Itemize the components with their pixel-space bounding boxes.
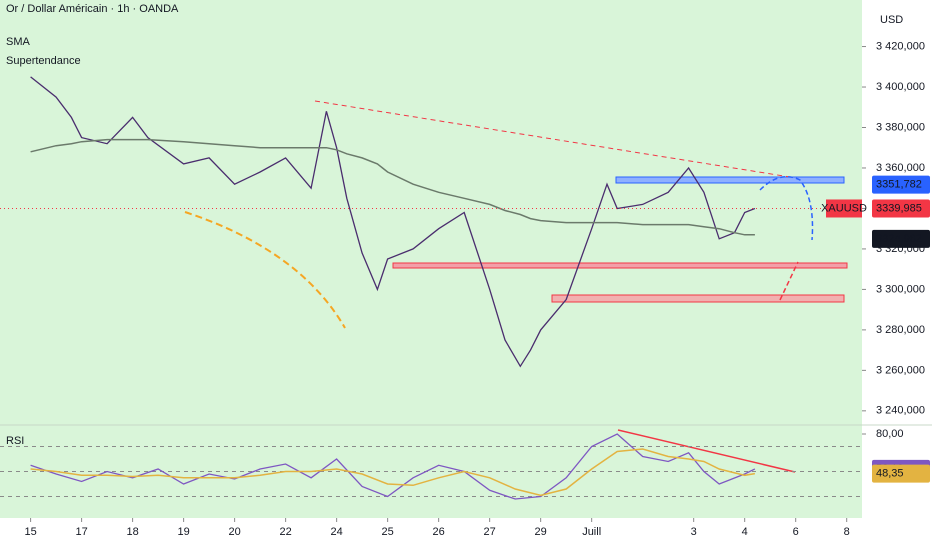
price-tag (872, 175, 930, 194)
axis-background (862, 0, 932, 550)
x-tick-label: 18 (126, 526, 138, 538)
pane-title: RSI (6, 435, 24, 447)
y-tick-label: 3 280,000 (876, 324, 925, 336)
symbol-tag (826, 199, 862, 218)
indicator-label: Supertendance (6, 55, 81, 67)
x-tick-label: 17 (75, 526, 87, 538)
x-tick-label: 3 (691, 526, 697, 538)
price-tag (872, 199, 930, 218)
arrow (184, 211, 346, 329)
x-tick-label: 20 (229, 526, 241, 538)
y-tick-label: 3 400,000 (876, 81, 925, 93)
price-tag (872, 229, 930, 248)
y-tick-label: 3 260,000 (876, 364, 925, 376)
axis-background (0, 518, 862, 550)
series-line (30, 433, 756, 500)
price-label: 3324,962 (876, 233, 922, 245)
x-tick-label: 27 (484, 526, 496, 538)
trend-line (314, 100, 791, 178)
x-tick-label: Juill (582, 526, 601, 538)
x-tick-label: 15 (24, 526, 36, 538)
support-zone (392, 262, 848, 269)
series-line (30, 448, 756, 497)
x-tick-label: 26 (433, 526, 445, 538)
y-tick-label: 3 360,000 (876, 162, 925, 174)
price-label: 3351,782 (876, 179, 922, 191)
x-tick-label: 25 (382, 526, 394, 538)
trend-line (617, 429, 796, 473)
symbol-label: XAUUSD (821, 202, 867, 214)
x-tick-label: 6 (793, 526, 799, 538)
series-line (30, 138, 755, 236)
arrow (779, 261, 799, 301)
y-tick-label: 3 300,000 (876, 283, 925, 295)
y-tick-label: 80,00 (876, 428, 904, 440)
price-label: 3339,985 (876, 202, 922, 214)
x-tick-label: 24 (331, 526, 343, 538)
axis-unit: USD (880, 14, 903, 26)
indicator-label: SMA (6, 36, 31, 48)
y-tick-label: 3 380,000 (876, 121, 925, 133)
price-tag (872, 464, 930, 483)
y-tick-label: 3 420,000 (876, 40, 925, 52)
price-label: 48,35 (876, 467, 904, 479)
x-tick-label: 4 (742, 526, 748, 538)
x-tick-label: 29 (535, 526, 547, 538)
resistance-zone (615, 176, 845, 184)
arrow (759, 175, 814, 241)
x-tick-label: 22 (280, 526, 292, 538)
plot-background (0, 0, 862, 518)
y-tick-label: 3 240,000 (876, 405, 925, 417)
x-tick-label: 19 (177, 526, 189, 538)
chart-title: Or / Dollar Américain · 1h · OANDA (6, 3, 179, 15)
series-line (30, 76, 756, 368)
x-tick-label: 8 (844, 526, 850, 538)
support-zone (551, 294, 845, 303)
